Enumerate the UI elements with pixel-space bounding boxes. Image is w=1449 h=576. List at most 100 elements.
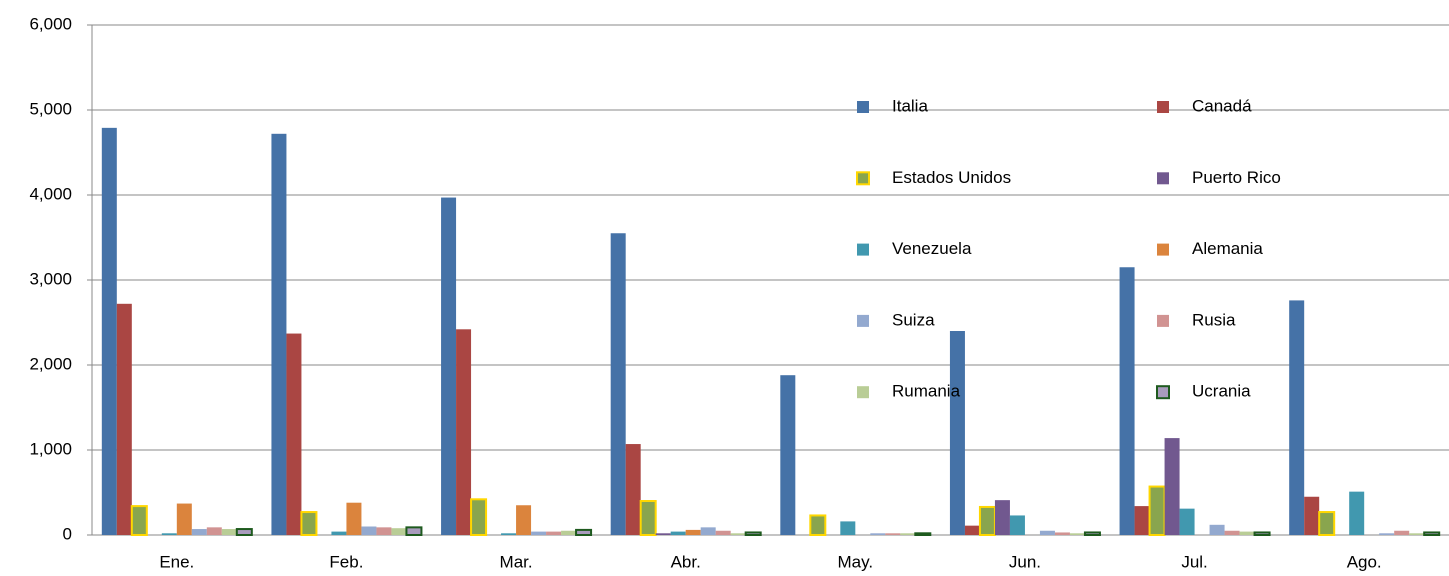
bar [1409, 533, 1425, 535]
bar [1009, 515, 1025, 535]
bar [1224, 530, 1240, 535]
bar [1349, 491, 1365, 535]
bar [300, 511, 318, 536]
bar [1054, 532, 1070, 535]
y-tick-label: 2,000 [29, 354, 72, 373]
bar [116, 303, 132, 535]
legend-label: Rumania [892, 382, 961, 401]
bar [994, 500, 1010, 535]
bar [885, 533, 901, 535]
bar [1394, 530, 1410, 535]
bar [715, 530, 731, 535]
bar [914, 532, 932, 536]
y-tick-label: 5,000 [29, 99, 72, 118]
legend-swatch [1156, 385, 1170, 400]
bar [1083, 531, 1101, 537]
bar [964, 525, 980, 535]
legend-swatch [857, 314, 869, 327]
y-tick-label: 3,000 [29, 269, 72, 288]
bar [286, 333, 302, 535]
bar [130, 505, 148, 537]
x-tick-label: Ago. [1347, 552, 1382, 571]
bar [870, 533, 886, 535]
y-tick-label: 6,000 [29, 14, 72, 33]
bar [346, 502, 362, 535]
bar [176, 503, 192, 535]
bar [809, 514, 827, 537]
legend-swatch [857, 101, 869, 113]
bar [1423, 531, 1441, 537]
bar [361, 526, 377, 535]
x-tick-label: Mar. [500, 552, 533, 571]
bar [900, 533, 916, 535]
bar [1379, 533, 1395, 535]
bar [235, 528, 253, 536]
bar [1039, 530, 1055, 535]
bar [1289, 300, 1305, 535]
legend-swatch [1157, 101, 1169, 113]
legend-label: Rusia [1192, 310, 1236, 329]
bar [531, 531, 547, 535]
legend-swatch [857, 386, 869, 399]
bar [610, 233, 626, 535]
x-tick-label: Abr. [671, 552, 701, 571]
legend-swatch [857, 243, 869, 256]
x-tick-label: May. [838, 552, 874, 571]
legend-label: Venezuela [892, 239, 972, 258]
bar [1253, 531, 1271, 537]
legend-swatch [1157, 172, 1169, 185]
bar [1318, 511, 1336, 536]
bar [191, 529, 207, 535]
x-tick-label: Feb. [329, 552, 363, 571]
bar [840, 521, 856, 535]
bar [206, 527, 222, 535]
bar [101, 127, 117, 535]
legend-swatch [856, 171, 870, 186]
legend-label: Estados Unidos [892, 168, 1011, 187]
legend-label: Canadá [1192, 96, 1252, 115]
bar [1164, 438, 1180, 535]
legend-label: Suiza [892, 310, 935, 329]
bar [670, 531, 686, 535]
y-tick-label: 4,000 [29, 184, 72, 203]
bar [456, 329, 472, 535]
y-tick-label: 0 [63, 524, 72, 543]
bar [391, 528, 407, 535]
bar [546, 531, 562, 535]
bar [949, 331, 965, 535]
bar [561, 530, 577, 535]
bar [639, 500, 657, 536]
bar [1304, 496, 1320, 535]
x-tick-label: Ene. [159, 552, 194, 571]
legend-swatch [1157, 243, 1169, 256]
x-tick-label: Jul. [1181, 552, 1207, 571]
bar [625, 444, 641, 535]
bar [470, 498, 488, 536]
bar [730, 533, 746, 535]
bar [271, 133, 287, 536]
y-tick-label: 1,000 [29, 439, 72, 458]
legend-label: Puerto Rico [1192, 168, 1281, 187]
bar [685, 529, 701, 535]
bar [1134, 506, 1150, 535]
bar [1148, 485, 1166, 536]
bar [1239, 531, 1255, 535]
bar [376, 527, 392, 535]
bar [516, 505, 532, 535]
legend-label: Italia [892, 96, 928, 115]
bar [1179, 508, 1195, 535]
legend-swatch [1157, 314, 1169, 327]
bar [405, 526, 423, 536]
bar [700, 527, 716, 535]
bar [744, 531, 762, 537]
x-tick-label: Jun. [1009, 552, 1041, 571]
bar [1069, 533, 1085, 535]
bar [221, 529, 237, 535]
bar [978, 505, 996, 537]
legend-label: Alemania [1192, 239, 1263, 258]
bar [655, 533, 671, 535]
bar [575, 528, 593, 537]
bar [780, 375, 796, 535]
bar [1119, 267, 1135, 535]
